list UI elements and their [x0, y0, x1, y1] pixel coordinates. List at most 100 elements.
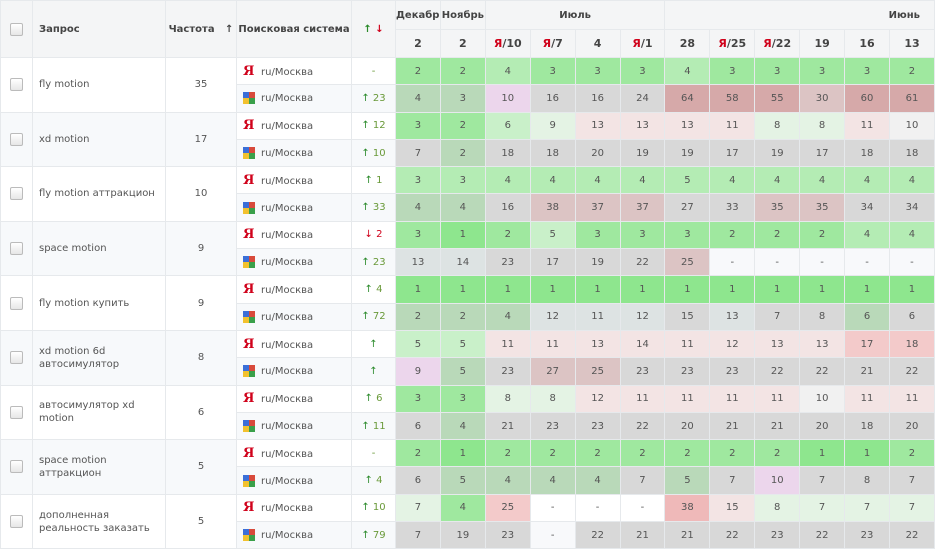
position-cell: 16 — [484, 193, 531, 222]
position-cell: 23 — [664, 357, 711, 386]
position-cell: 1 — [799, 275, 846, 304]
arrow-up-icon: ↑ — [364, 174, 373, 186]
date-header[interactable]: Я/22 — [754, 29, 801, 58]
row-checkbox[interactable] — [0, 493, 33, 550]
position-cell: 3 — [844, 56, 890, 86]
column-header-engine[interactable]: Поисковая система — [236, 0, 352, 58]
search-engine-cell: ru/Москва — [236, 84, 352, 113]
search-engine-cell: ru/Москва — [236, 466, 352, 495]
position-cell: 8 — [799, 111, 846, 140]
position-cell: 30 — [799, 84, 846, 113]
query-cell: fly motion аттракцион — [32, 166, 166, 222]
date-label: 13 — [904, 37, 920, 50]
position-cell: 11 — [664, 384, 711, 413]
column-header-frequency[interactable]: Частота ↑ — [165, 0, 237, 58]
position-cell: 20 — [888, 411, 935, 441]
search-engine-cell: ru/Москва — [236, 521, 352, 550]
select-all-checkbox[interactable] — [0, 0, 33, 58]
position-cell: 61 — [888, 84, 935, 113]
region-label: ru/Москва — [261, 121, 314, 133]
row-checkbox[interactable] — [0, 166, 33, 222]
row-checkbox[interactable] — [0, 57, 33, 113]
date-header[interactable]: 2 — [395, 29, 441, 58]
date-header[interactable]: 16 — [844, 29, 890, 58]
table-row: ru/Москва ↑ 4 6 5 4 4 4 7 5 7 10 7 8 7 — [1, 466, 935, 495]
position-cell: 21 — [619, 521, 666, 550]
position-cell: 9 — [529, 111, 576, 140]
region-label: ru/Москва — [261, 421, 314, 432]
delta-value: 33 — [372, 202, 386, 214]
column-header-delta[interactable]: ↑ ↓ — [351, 0, 396, 58]
row-checkbox[interactable] — [0, 111, 33, 168]
position-cell: 9 — [395, 357, 441, 386]
region-label: ru/Москва — [261, 66, 314, 78]
arrow-up-icon: ↑ — [361, 256, 370, 268]
position-cell: 18 — [529, 138, 576, 168]
position-cell: 35 — [754, 193, 801, 222]
yandex-update-marker: Я — [763, 37, 772, 50]
date-header[interactable]: Я/7 — [529, 29, 576, 58]
position-cell: 12 — [529, 302, 576, 331]
region-label: ru/Москва — [261, 202, 314, 214]
position-cell: 2 — [395, 439, 441, 468]
region-label: ru/Москва — [261, 311, 314, 323]
date-header[interactable]: 28 — [664, 29, 711, 58]
position-cell: 2 — [754, 220, 801, 250]
region-label: ru/Москва — [261, 475, 314, 487]
row-checkbox[interactable] — [0, 329, 33, 386]
delta-value: 12 — [372, 120, 386, 132]
delta-value: 4 — [376, 475, 383, 487]
delta-value: 10 — [372, 147, 386, 159]
position-cell: 4 — [888, 220, 935, 250]
position-cell: 11 — [484, 329, 531, 359]
row-checkbox[interactable] — [0, 275, 33, 331]
position-cell: 1 — [799, 439, 846, 468]
position-cell: 2 — [439, 111, 486, 140]
frequency-cell: 8 — [165, 329, 237, 386]
row-checkbox[interactable] — [0, 384, 33, 441]
date-label: /25 — [726, 37, 747, 50]
position-cell: 5 — [664, 466, 711, 495]
position-cell: 22 — [709, 521, 756, 550]
position-cell: 11 — [619, 384, 666, 413]
position-cell: 18 — [888, 329, 935, 359]
position-cell: 23 — [844, 521, 890, 550]
position-cell: 4 — [754, 166, 801, 195]
position-cell: 4 — [484, 56, 531, 86]
column-header-query[interactable]: Запрос — [32, 0, 166, 58]
position-cell: 8 — [799, 302, 846, 331]
position-cell: 7 — [799, 466, 846, 495]
row-checkbox[interactable] — [0, 439, 33, 495]
position-cell: 4 — [439, 193, 486, 222]
position-cell: 7 — [395, 493, 441, 523]
table-row: ru/Москва ↑ 72 2 2 4 12 11 12 15 13 7 8 6 6 — [1, 302, 935, 331]
arrow-up-icon: ↑ — [361, 202, 370, 214]
delta-cell: ↑ 23 — [351, 248, 396, 277]
frequency-label: Частота — [168, 23, 215, 35]
table-row: ru/Москва ↑ 11 6 4 21 23 23 22 20 21 21 20 18 20 — [1, 411, 935, 441]
position-cell: 10 — [888, 111, 935, 140]
position-cell: 17 — [709, 138, 756, 168]
date-header[interactable]: 2 — [439, 29, 486, 58]
yandex-icon: Я — [243, 172, 255, 188]
date-header[interactable]: Я/25 — [709, 29, 756, 58]
date-header[interactable]: 13 — [888, 29, 935, 58]
position-cell: 4 — [844, 220, 890, 250]
date-header[interactable]: 4 — [574, 29, 621, 58]
position-cell: 3 — [395, 220, 441, 250]
table-row: ru/Москва ↑ 23 13 14 23 17 19 22 25- - - - - — [1, 248, 935, 277]
position-cell: 1 — [844, 275, 890, 304]
position-cell: 2 — [664, 439, 711, 468]
position-cell: 13 — [619, 111, 666, 140]
date-header[interactable]: 19 — [799, 29, 846, 58]
date-header[interactable]: Я/1 — [619, 29, 666, 58]
date-header[interactable]: Я/10 — [484, 29, 531, 58]
delta-cell: - — [351, 439, 396, 468]
position-cell: 35 — [799, 193, 846, 222]
row-checkbox[interactable] — [0, 220, 33, 277]
position-cell: 1 — [484, 275, 531, 304]
position-cell: 7 — [844, 493, 890, 523]
position-cell: 13 — [395, 248, 441, 277]
position-cell: 3 — [529, 56, 576, 86]
